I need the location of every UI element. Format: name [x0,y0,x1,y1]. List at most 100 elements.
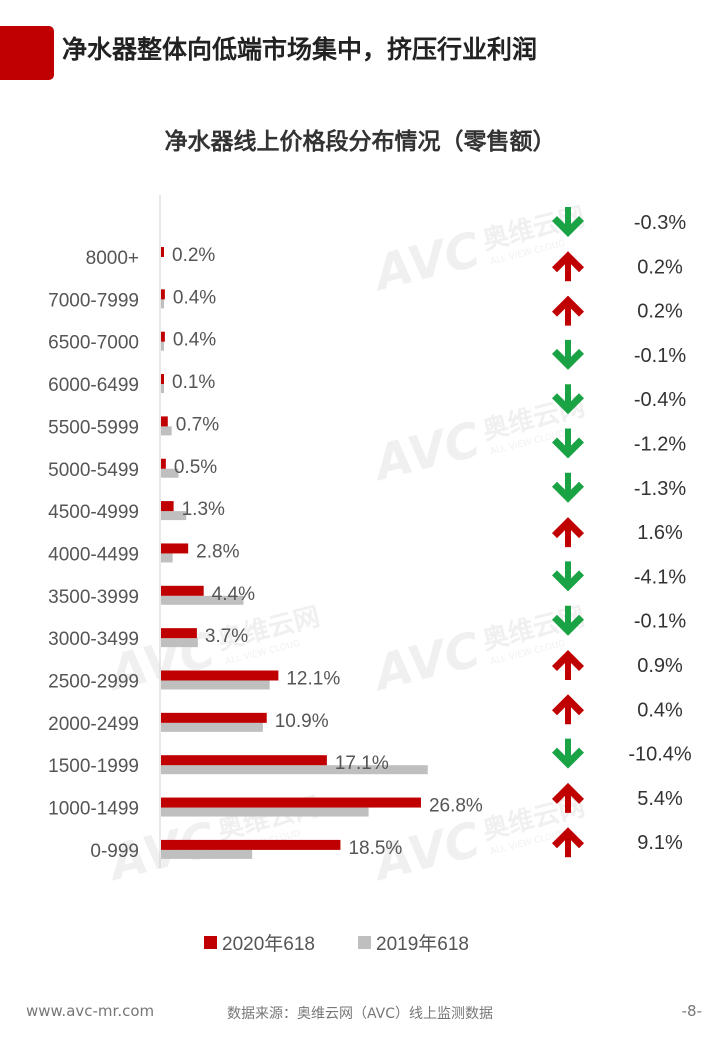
data-label: 12.1% [286,669,340,690]
category-label: 0-999 [90,841,139,862]
data-label: 18.5% [348,838,402,859]
arrow-up-icon [552,694,584,725]
change-value: 0.2% [637,301,683,323]
bar-2019 [161,426,172,436]
page-number: -8- [681,1002,702,1020]
bar-2019 [161,680,270,690]
bar-2020 [161,797,421,808]
category-label: 1000-1499 [48,799,139,820]
arrow-down-icon [552,339,584,370]
bar-2019 [161,765,428,775]
category-label: 6000-6499 [48,375,139,396]
arrow-up-icon [552,251,584,282]
change-value: 5.4% [637,788,683,810]
data-label: 26.8% [429,796,483,817]
change-value: -10.4% [628,744,692,766]
category-label: 2000-2499 [48,714,139,735]
category-label: 4000-4499 [48,544,139,565]
bar-2019 [161,849,253,859]
bar-2020 [161,289,165,300]
legend-label-2019: 2019年618 [376,933,469,955]
change-value: -0.3% [634,212,686,234]
bar-2020 [161,416,168,427]
data-label: 0.1% [172,372,215,393]
watermark-logo: AVC [365,412,486,493]
watermark-logo: AVC [365,622,486,703]
data-label: 2.8% [196,541,239,562]
category-label: 3500-3999 [48,587,139,608]
data-label: 1.3% [182,499,225,520]
data-label: 17.1% [335,753,389,774]
change-value: -1.3% [634,478,686,500]
arrow-up-icon [552,517,584,548]
bar-2020 [161,458,166,469]
bar-2020 [161,839,341,850]
bar-2019 [161,341,164,351]
category-label: 5500-5999 [48,417,139,438]
bar-2020 [161,331,165,342]
bar-2020 [161,247,164,257]
arrow-up-icon [552,827,584,858]
bar-2020 [161,374,164,385]
bar-2019 [161,553,173,563]
data-label: 3.7% [205,626,248,647]
arrow-down-icon [552,207,584,237]
data-label: 0.4% [173,330,216,351]
change-value: 0.4% [637,699,683,721]
arrow-up-icon [552,782,584,813]
change-value: -0.1% [634,611,686,633]
change-value: 0.2% [637,256,683,278]
category-label: 7000-7999 [48,290,139,311]
arrow-down-icon [552,561,584,592]
bar-2019 [161,511,187,521]
bar-2019 [161,722,263,732]
change-value: 1.6% [637,522,683,544]
arrow-down-icon [552,738,584,769]
arrow-up-icon [552,650,584,680]
arrow-down-icon [552,472,584,503]
change-value: -0.1% [634,345,686,367]
category-label: 5000-5499 [48,460,139,481]
arrow-down-icon [552,428,584,459]
chart-title: 净水器线上价格段分布情况（零售额） [164,129,556,155]
change-value: 0.9% [637,655,683,677]
change-value: 9.1% [637,832,683,854]
footer-source: 数据来源：奥维云网（AVC）线上监测数据 [226,1006,494,1022]
bar-2020 [161,712,267,723]
bar-2020 [161,670,279,681]
page-headline: 净水器整体向低端市场集中，挤压行业利润 [62,35,538,64]
arrow-down-icon [552,384,584,415]
header-accent-block [0,26,54,80]
data-label: 10.9% [275,711,329,732]
bar-2019 [161,468,179,478]
bar-2019 [161,638,198,648]
bar-2019 [161,807,369,817]
bar-2020 [161,755,327,766]
arrow-up-icon [552,295,584,326]
change-value: -4.1% [634,566,686,588]
watermark-logo: AVC [365,222,486,303]
category-label: 1500-1999 [48,756,139,777]
footer-website: www.avc-mr.com [26,1002,155,1020]
category-label: 6500-7000 [48,333,139,354]
bar-2020 [161,543,189,554]
bar-2020 [161,628,197,639]
data-label: 0.7% [176,414,219,435]
category-label: 3000-3499 [48,629,139,650]
arrow-down-icon [552,605,584,636]
data-label: 4.4% [212,584,255,605]
bar-2019 [161,299,164,309]
category-label: 4500-4999 [48,502,139,523]
legend-swatch-2019 [358,936,371,949]
category-label: 2500-2999 [48,672,139,693]
change-value: -1.2% [634,434,686,456]
data-label: 0.5% [174,457,217,478]
legend-swatch-2020 [204,936,217,949]
change-value: -0.4% [634,389,686,411]
bar-2019 [161,384,164,394]
bar-2020 [161,501,174,512]
data-label: 0.4% [173,287,216,308]
